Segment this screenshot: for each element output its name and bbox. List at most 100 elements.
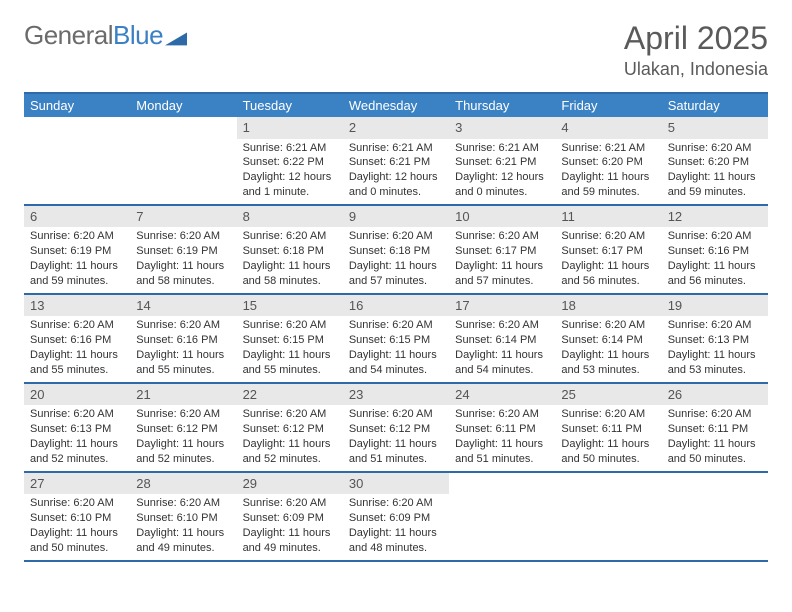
sunrise-text: Sunrise: 6:20 AM bbox=[668, 407, 762, 422]
daylight-text: Daylight: 11 hours and 49 minutes. bbox=[136, 526, 230, 556]
sunrise-text: Sunrise: 6:20 AM bbox=[30, 318, 124, 333]
sunset-text: Sunset: 6:16 PM bbox=[30, 333, 124, 348]
day-body: Sunrise: 6:20 AMSunset: 6:11 PMDaylight:… bbox=[449, 405, 555, 470]
week-row: 27Sunrise: 6:20 AMSunset: 6:10 PMDayligh… bbox=[24, 473, 768, 562]
title-location: Ulakan, Indonesia bbox=[624, 59, 768, 80]
day-cell: 25Sunrise: 6:20 AMSunset: 6:11 PMDayligh… bbox=[555, 384, 661, 471]
daylight-text: Daylight: 11 hours and 51 minutes. bbox=[455, 437, 549, 467]
sunrise-text: Sunrise: 6:20 AM bbox=[136, 318, 230, 333]
logo-text-general: General bbox=[24, 20, 113, 51]
sunset-text: Sunset: 6:10 PM bbox=[30, 511, 124, 526]
day-number: 14 bbox=[130, 295, 236, 317]
day-number bbox=[24, 117, 130, 121]
day-number: 20 bbox=[24, 384, 130, 406]
daylight-text: Daylight: 12 hours and 0 minutes. bbox=[455, 170, 549, 200]
day-number: 16 bbox=[343, 295, 449, 317]
sunset-text: Sunset: 6:20 PM bbox=[561, 155, 655, 170]
day-number: 6 bbox=[24, 206, 130, 228]
sunset-text: Sunset: 6:16 PM bbox=[668, 244, 762, 259]
day-number: 18 bbox=[555, 295, 661, 317]
sunrise-text: Sunrise: 6:21 AM bbox=[349, 141, 443, 156]
sunrise-text: Sunrise: 6:20 AM bbox=[30, 496, 124, 511]
sunrise-text: Sunrise: 6:20 AM bbox=[668, 229, 762, 244]
daylight-text: Daylight: 11 hours and 55 minutes. bbox=[136, 348, 230, 378]
day-number: 22 bbox=[237, 384, 343, 406]
day-body: Sunrise: 6:20 AMSunset: 6:19 PMDaylight:… bbox=[130, 227, 236, 292]
day-body: Sunrise: 6:20 AMSunset: 6:16 PMDaylight:… bbox=[24, 316, 130, 381]
sunrise-text: Sunrise: 6:20 AM bbox=[561, 318, 655, 333]
day-number: 25 bbox=[555, 384, 661, 406]
day-cell: 12Sunrise: 6:20 AMSunset: 6:16 PMDayligh… bbox=[662, 206, 768, 293]
day-number: 15 bbox=[237, 295, 343, 317]
day-body: Sunrise: 6:20 AMSunset: 6:14 PMDaylight:… bbox=[555, 316, 661, 381]
daylight-text: Daylight: 11 hours and 57 minutes. bbox=[455, 259, 549, 289]
sunset-text: Sunset: 6:09 PM bbox=[243, 511, 337, 526]
day-cell: 11Sunrise: 6:20 AMSunset: 6:17 PMDayligh… bbox=[555, 206, 661, 293]
sunset-text: Sunset: 6:14 PM bbox=[455, 333, 549, 348]
sunset-text: Sunset: 6:12 PM bbox=[136, 422, 230, 437]
day-cell: 23Sunrise: 6:20 AMSunset: 6:12 PMDayligh… bbox=[343, 384, 449, 471]
day-cell: 30Sunrise: 6:20 AMSunset: 6:09 PMDayligh… bbox=[343, 473, 449, 560]
daylight-text: Daylight: 11 hours and 54 minutes. bbox=[349, 348, 443, 378]
daylight-text: Daylight: 11 hours and 56 minutes. bbox=[668, 259, 762, 289]
sunset-text: Sunset: 6:21 PM bbox=[349, 155, 443, 170]
day-cell: 13Sunrise: 6:20 AMSunset: 6:16 PMDayligh… bbox=[24, 295, 130, 382]
day-cell bbox=[449, 473, 555, 560]
day-body: Sunrise: 6:20 AMSunset: 6:18 PMDaylight:… bbox=[343, 227, 449, 292]
day-cell: 2 Sunrise: 6:21 AMSunset: 6:21 PMDaylight… bbox=[343, 117, 449, 204]
day-of-week-cell: Saturday bbox=[662, 94, 768, 117]
day-cell: 4Sunrise: 6:21 AMSunset: 6:20 PMDaylight… bbox=[555, 117, 661, 204]
day-cell: 27Sunrise: 6:20 AMSunset: 6:10 PMDayligh… bbox=[24, 473, 130, 560]
day-body: Sunrise: 6:20 AMSunset: 6:15 PMDaylight:… bbox=[237, 316, 343, 381]
day-number: 4 bbox=[555, 117, 661, 139]
daylight-text: Daylight: 11 hours and 59 minutes. bbox=[30, 259, 124, 289]
sunrise-text: Sunrise: 6:20 AM bbox=[561, 407, 655, 422]
day-body: Sunrise: 6:20 AMSunset: 6:15 PMDaylight:… bbox=[343, 316, 449, 381]
daylight-text: Daylight: 12 hours and 0 minutes. bbox=[349, 170, 443, 200]
day-number: 23 bbox=[343, 384, 449, 406]
day-number: 17 bbox=[449, 295, 555, 317]
daylight-text: Daylight: 11 hours and 51 minutes. bbox=[349, 437, 443, 467]
sunrise-text: Sunrise: 6:20 AM bbox=[243, 318, 337, 333]
day-of-week-cell: Tuesday bbox=[237, 94, 343, 117]
day-number: 8 bbox=[237, 206, 343, 228]
day-cell: 14Sunrise: 6:20 AMSunset: 6:16 PMDayligh… bbox=[130, 295, 236, 382]
daylight-text: Daylight: 11 hours and 53 minutes. bbox=[561, 348, 655, 378]
day-of-week-cell: Sunday bbox=[24, 94, 130, 117]
day-body: Sunrise: 6:20 AMSunset: 6:09 PMDaylight:… bbox=[237, 494, 343, 559]
day-number: 21 bbox=[130, 384, 236, 406]
day-of-week-row: SundayMondayTuesdayWednesdayThursdayFrid… bbox=[24, 94, 768, 117]
day-body: Sunrise: 6:20 AMSunset: 6:09 PMDaylight:… bbox=[343, 494, 449, 559]
day-number: 2 bbox=[343, 117, 449, 139]
daylight-text: Daylight: 11 hours and 49 minutes. bbox=[243, 526, 337, 556]
day-body: Sunrise: 6:20 AMSunset: 6:12 PMDaylight:… bbox=[237, 405, 343, 470]
daylight-text: Daylight: 11 hours and 58 minutes. bbox=[136, 259, 230, 289]
day-cell: 15Sunrise: 6:20 AMSunset: 6:15 PMDayligh… bbox=[237, 295, 343, 382]
day-body: Sunrise: 6:20 AMSunset: 6:13 PMDaylight:… bbox=[662, 316, 768, 381]
sunrise-text: Sunrise: 6:20 AM bbox=[668, 141, 762, 156]
day-cell: 6Sunrise: 6:20 AMSunset: 6:19 PMDaylight… bbox=[24, 206, 130, 293]
day-cell: 1Sunrise: 6:21 AMSunset: 6:22 PMDaylight… bbox=[237, 117, 343, 204]
daylight-text: Daylight: 11 hours and 52 minutes. bbox=[136, 437, 230, 467]
logo: GeneralBlue bbox=[24, 20, 187, 51]
sunrise-text: Sunrise: 6:20 AM bbox=[30, 407, 124, 422]
day-of-week-cell: Thursday bbox=[449, 94, 555, 117]
daylight-text: Daylight: 11 hours and 56 minutes. bbox=[561, 259, 655, 289]
day-number: 27 bbox=[24, 473, 130, 495]
day-body: Sunrise: 6:21 AMSunset: 6:22 PMDaylight:… bbox=[237, 139, 343, 204]
daylight-text: Daylight: 12 hours and 1 minute. bbox=[243, 170, 337, 200]
sunset-text: Sunset: 6:18 PM bbox=[243, 244, 337, 259]
day-cell: 24Sunrise: 6:20 AMSunset: 6:11 PMDayligh… bbox=[449, 384, 555, 471]
sunrise-text: Sunrise: 6:20 AM bbox=[136, 496, 230, 511]
daylight-text: Daylight: 11 hours and 55 minutes. bbox=[30, 348, 124, 378]
day-body: Sunrise: 6:21 AMSunset: 6:20 PMDaylight:… bbox=[555, 139, 661, 204]
day-body: Sunrise: 6:20 AMSunset: 6:11 PMDaylight:… bbox=[555, 405, 661, 470]
sunrise-text: Sunrise: 6:20 AM bbox=[349, 318, 443, 333]
sunrise-text: Sunrise: 6:20 AM bbox=[349, 229, 443, 244]
sunset-text: Sunset: 6:19 PM bbox=[30, 244, 124, 259]
daylight-text: Daylight: 11 hours and 52 minutes. bbox=[30, 437, 124, 467]
sunset-text: Sunset: 6:22 PM bbox=[243, 155, 337, 170]
day-number: 19 bbox=[662, 295, 768, 317]
sunrise-text: Sunrise: 6:20 AM bbox=[668, 318, 762, 333]
sunrise-text: Sunrise: 6:20 AM bbox=[243, 407, 337, 422]
